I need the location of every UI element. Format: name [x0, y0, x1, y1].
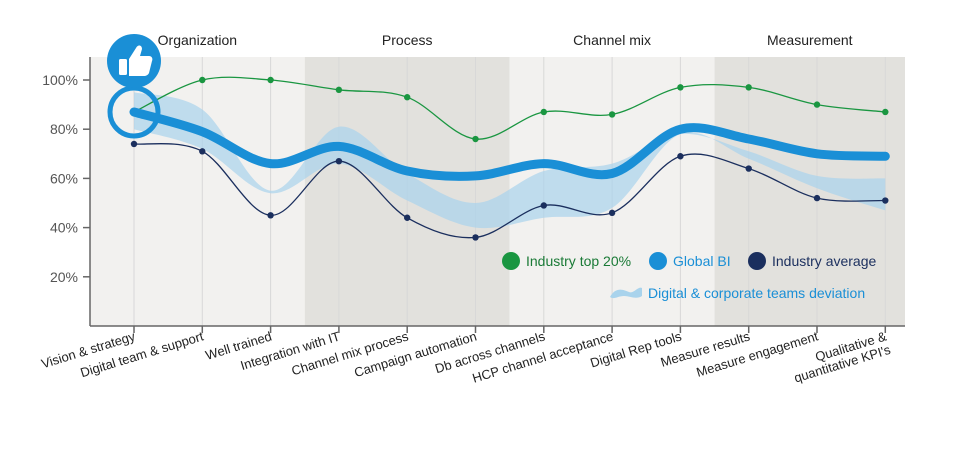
series-2-point-10 — [813, 194, 821, 202]
series-2-point-11 — [882, 197, 889, 204]
series-0-point-4 — [404, 94, 411, 101]
series-2-point-2 — [267, 212, 274, 219]
series-line-0 — [133, 76, 886, 140]
series-0-point-11 — [882, 108, 889, 116]
series-2-point-6 — [540, 202, 547, 209]
series-0-point-1 — [199, 76, 206, 84]
series-0-point-9 — [745, 84, 752, 91]
legend-swatch-deviation — [610, 287, 642, 299]
thumbs-up-icon — [107, 34, 161, 88]
y-tick-label-4: 100% — [42, 72, 78, 88]
y-tick-label-0: 20% — [50, 269, 78, 285]
y-tick-labels: 20% 40% 60% 80% 100% — [42, 72, 90, 285]
series-0-point-6 — [540, 108, 547, 116]
legend-item-top20: Industry top 20% — [502, 252, 631, 270]
legend-swatch-global-bi — [649, 252, 667, 270]
thumbs-up-hand — [129, 45, 153, 76]
y-tick-label-3: 80% — [50, 121, 78, 137]
legend-label-industry-average: Industry average — [772, 253, 876, 269]
series-1 — [129, 107, 890, 181]
legend-item-global-bi: Global BI — [649, 252, 731, 270]
legend-label-deviation: Digital & corporate teams deviation — [648, 285, 865, 301]
series-2-point-9 — [745, 165, 752, 172]
series-2-point-7 — [608, 209, 616, 217]
series-0-point-10 — [813, 101, 821, 108]
y-tick-label-2: 60% — [50, 170, 78, 186]
series-line-global-bi — [129, 107, 890, 181]
series-2-point-8 — [677, 153, 684, 160]
thumbs-up-cuff — [119, 59, 127, 75]
legend-swatch-industry-average — [748, 252, 766, 270]
section-label-0: Organization — [158, 32, 237, 48]
legend-item-industry-average: Industry average — [748, 252, 876, 270]
legend-label-top20: Industry top 20% — [526, 253, 631, 269]
legend-swatch-top20 — [502, 252, 520, 270]
highlight — [107, 34, 161, 139]
series-2-point-4 — [404, 214, 411, 221]
series-2-point-0 — [130, 140, 138, 148]
series-2-point-5 — [472, 234, 479, 241]
legend: Industry top 20% Global BI Industry aver… — [502, 252, 876, 301]
legend-item-deviation: Digital & corporate teams deviation — [610, 285, 865, 301]
series-2-point-3 — [335, 157, 343, 165]
deviation-band-area — [134, 92, 886, 229]
section-label-2: Channel mix — [573, 32, 651, 48]
axes — [89, 57, 905, 333]
series-0-point-7 — [608, 111, 616, 118]
series-2-point-1 — [199, 148, 206, 155]
series-0-point-8 — [677, 84, 684, 91]
deviation-band — [134, 92, 886, 229]
series-lines — [129, 76, 890, 241]
series-2 — [130, 140, 889, 241]
section-labels: Organization Process Channel mix Measuremen… — [158, 32, 853, 48]
series-0-point-5 — [472, 135, 479, 143]
legend-label-global-bi: Global BI — [673, 253, 731, 269]
series-0 — [130, 76, 889, 143]
section-label-1: Process — [382, 32, 433, 48]
section-label-3: Measurement — [767, 32, 853, 48]
series-0-point-3 — [335, 86, 343, 94]
series-0-point-2 — [267, 76, 274, 84]
y-tick-label-1: 40% — [50, 220, 78, 236]
